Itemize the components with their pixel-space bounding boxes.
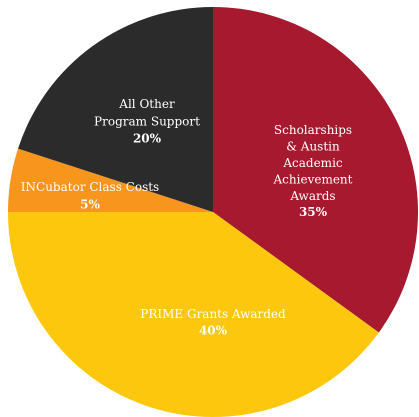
value-label: 35% bbox=[299, 205, 328, 219]
label-line: & Austin bbox=[286, 139, 340, 153]
slice-label: Scholarships & Austin Academic Achievement A… bbox=[273, 123, 353, 203]
value-label: 20% bbox=[133, 132, 162, 146]
label-line: INCubator Class Costs bbox=[21, 180, 159, 194]
label-line: Achievement bbox=[273, 172, 353, 186]
slice-label: All Other Program Support bbox=[94, 97, 200, 129]
label-line: PRIME Grants Awarded bbox=[140, 307, 286, 321]
pie-slice bbox=[8, 212, 379, 417]
slice-label: PRIME Grants Awarded bbox=[140, 307, 286, 321]
label-line: Scholarships bbox=[274, 123, 352, 137]
pie-slice bbox=[8, 148, 213, 212]
label-line: Program Support bbox=[94, 114, 200, 128]
label-line: All Other bbox=[118, 97, 175, 111]
pie-slice bbox=[213, 7, 418, 333]
value-label: 5% bbox=[80, 198, 100, 212]
label-line: Academic bbox=[282, 156, 343, 170]
slice-label: INCubator Class Costs bbox=[21, 180, 159, 194]
pie-slice bbox=[18, 7, 213, 212]
label-line: Awards bbox=[289, 189, 335, 203]
value-label: 40% bbox=[199, 324, 228, 338]
